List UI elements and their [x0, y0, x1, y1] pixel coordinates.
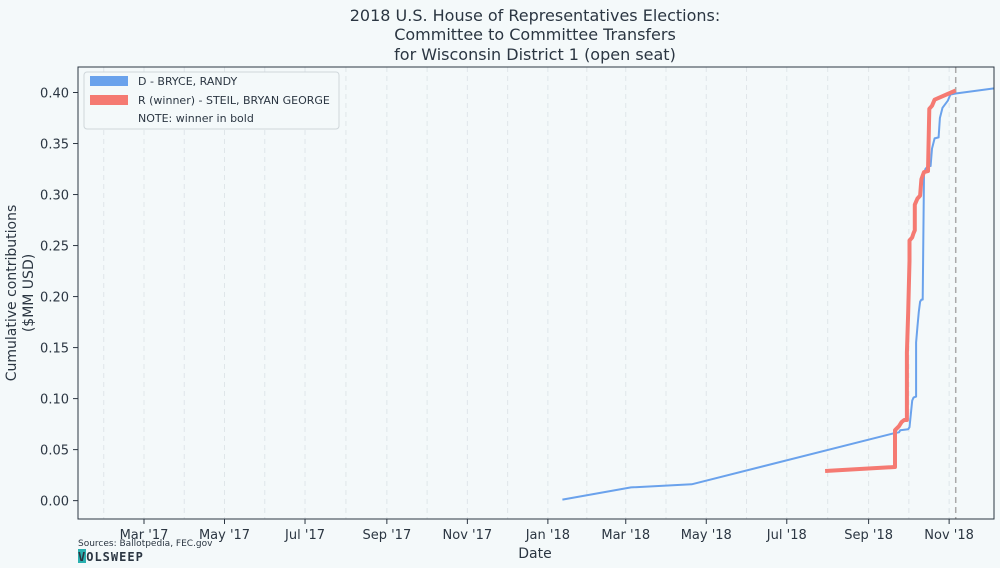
- plot-frame: [77, 66, 995, 520]
- brand-text: VOLSWEEP: [78, 550, 144, 564]
- y-tick-label: 0.20: [40, 291, 69, 306]
- x-axis-label: Date: [518, 546, 551, 562]
- x-tick-label: May '18: [681, 528, 732, 543]
- y-tick-label: 0.05: [40, 444, 69, 459]
- chart-title: 2018 U.S. House of Representatives Elect…: [350, 6, 721, 64]
- legend-label-bryce: D - BRYCE, RANDY: [138, 75, 237, 88]
- sources-text: Sources: Ballotpedia, FEC.gov: [78, 539, 213, 549]
- y-axis: 0.00 0.05 0.10 0.15 0.20 0.25 0.30 0.35 0.40: [40, 87, 78, 510]
- y-tick-label: 0.35: [40, 138, 69, 153]
- y-axis-label: Cumulative contributions ($MM USD): [4, 205, 37, 382]
- y-tick-label: 0.00: [40, 495, 69, 510]
- chart-title-line-3: for Wisconsin District 1 (open seat): [394, 45, 676, 64]
- legend-swatch-bryce: [90, 76, 128, 86]
- x-tick-label: Jan '18: [525, 528, 570, 543]
- x-tick-label: Jul '18: [766, 528, 807, 543]
- brand-mark-icon: [78, 549, 86, 563]
- y-tick-label: 0.15: [40, 342, 69, 357]
- legend: D - BRYCE, RANDY R (winner) - STEIL, BRY…: [83, 71, 340, 130]
- x-tick-label: Sep '17: [362, 528, 411, 543]
- brand-logo: VOLSWEEP: [78, 549, 144, 564]
- y-axis-label-line-1: Cumulative contributions: [4, 205, 20, 382]
- series-layer: [562, 67, 995, 519]
- x-tick-label: Jul '17: [284, 528, 325, 543]
- y-tick-label: 0.10: [40, 393, 69, 408]
- x-tick-label: Sep '18: [844, 528, 893, 543]
- legend-label-steil: R (winner) - STEIL, BRYAN GEORGE: [138, 94, 330, 107]
- x-tick-label: Mar '17: [120, 528, 169, 543]
- series-line-1: [824, 88, 957, 473]
- chart-title-line-2: Committee to Committee Transfers: [394, 25, 676, 44]
- grid: [103, 67, 950, 519]
- x-tick-label: Nov '17: [443, 528, 493, 543]
- series-line-0: [562, 87, 995, 501]
- y-axis-label-line-2: ($MM USD): [21, 254, 37, 332]
- legend-note: NOTE: winner in bold: [138, 112, 254, 125]
- x-tick-label: May '17: [199, 528, 250, 543]
- legend-box: [83, 71, 340, 130]
- legend-swatch-steil: [90, 95, 128, 105]
- y-tick-label: 0.25: [40, 240, 69, 255]
- x-axis: Mar '17 May '17 Jul '17 Sep '17 Nov '17 Jan '…: [120, 519, 974, 543]
- x-tick-label: Nov '18: [924, 528, 974, 543]
- y-tick-label: 0.30: [40, 189, 69, 204]
- x-tick-label: Mar '18: [601, 528, 650, 543]
- y-tick-label: 0.40: [40, 87, 69, 102]
- chart-title-line-1: 2018 U.S. House of Representatives Elect…: [350, 6, 721, 25]
